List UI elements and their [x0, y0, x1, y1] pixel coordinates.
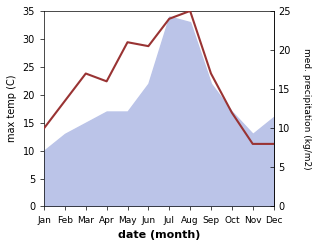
- Y-axis label: med. precipitation (kg/m2): med. precipitation (kg/m2): [302, 48, 311, 169]
- X-axis label: date (month): date (month): [118, 230, 200, 240]
- Y-axis label: max temp (C): max temp (C): [7, 75, 17, 143]
